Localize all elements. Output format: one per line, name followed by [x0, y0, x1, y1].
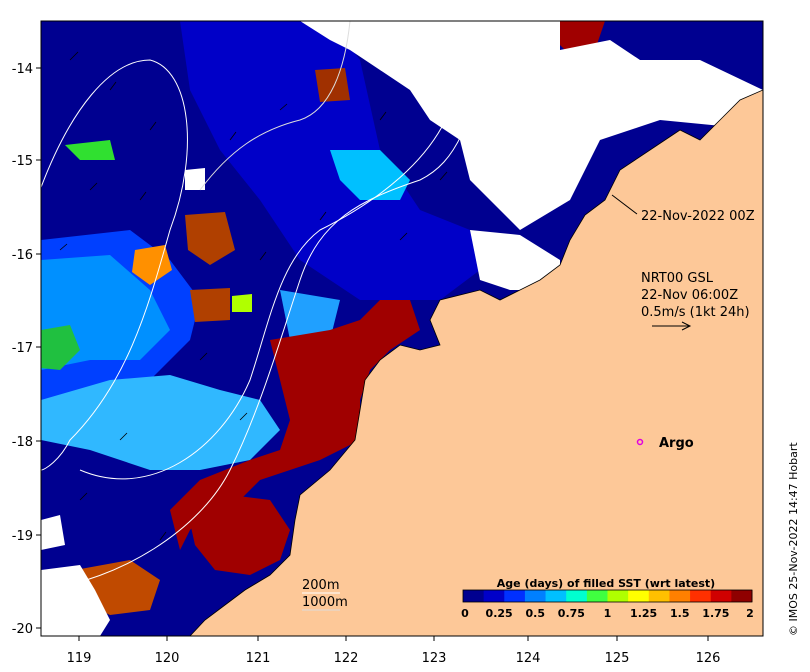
colorbar-swatch: [710, 590, 732, 602]
plot-frame: [40, 20, 764, 637]
colorbar-swatch: [648, 590, 670, 602]
colorbar-swatch: [566, 590, 588, 602]
colorbar-swatch: [586, 590, 608, 602]
colorbar-tick-label: 1.75: [702, 607, 729, 620]
colorbar-tick-label: 0.75: [558, 607, 585, 620]
sst-patch-brown-d: [315, 68, 350, 102]
colorbar-tick-label: 1.5: [670, 607, 690, 620]
colorbar-tick-label: 0.25: [486, 607, 513, 620]
colorbar-swatch: [607, 590, 629, 602]
colorbar-swatch: [628, 590, 650, 602]
y-tick-label: -16: [12, 248, 33, 263]
scale-label: 0.5m/s (1kt 24h): [641, 305, 750, 320]
no-data-island: [185, 168, 205, 190]
x-tick-label: 124: [516, 651, 541, 666]
y-tick-label: -18: [12, 435, 33, 450]
colorbar-tick-label: 1.25: [630, 607, 657, 620]
isobath-200m: [79, 109, 451, 480]
sst-patch-cyan: [330, 150, 410, 200]
sst-patch-brown-b: [190, 288, 230, 322]
colorbar-tick-label: 1: [604, 607, 612, 620]
y-tick-label: -19: [12, 529, 33, 544]
colorbar-swatch: [669, 590, 691, 602]
x-tick-label: 125: [605, 651, 630, 666]
colorbar-tick-labels: 0 0.25 0.5 0.75 1 1.25 1.5 1.75 2: [461, 607, 754, 620]
sst-patch-green: [41, 325, 80, 370]
isobath-200m-label: 200m: [302, 578, 339, 593]
land-australia: [189, 89, 763, 636]
no-data-nearshore: [470, 230, 560, 290]
colorbar-swatches: [463, 590, 753, 602]
argo-marker: [636, 438, 644, 446]
sst-patch-dark-red-2: [185, 495, 290, 575]
colorbar-tick-label: 2: [746, 607, 754, 620]
colorbar-swatch: [463, 590, 485, 602]
y-tick-label: -15: [12, 154, 33, 169]
isobath-200m-b: [199, 21, 351, 191]
x-axis: 119 120 121 122 123 124 125 126: [67, 636, 721, 666]
y-tick-label: -14: [12, 62, 33, 77]
isobath-1000m-b: [41, 21, 501, 591]
colorbar-title: Age (days) of filled SST (wrt latest): [497, 577, 715, 590]
colorbar-swatch: [524, 590, 547, 602]
colorbar-tick-label: 0.5: [526, 607, 546, 620]
colorbar-outline: [462, 589, 753, 603]
current-vectors: [59, 51, 448, 541]
credit-text: © IMOS 25-Nov-2022 14:47 Hobart: [787, 442, 800, 636]
colorbar-swatch: [504, 590, 526, 602]
colorbar-swatch: [690, 590, 712, 602]
x-tick-label: 121: [246, 651, 271, 666]
map-plot-area: [41, 21, 763, 636]
no-data-sw: [41, 565, 110, 636]
sst-patch-cyan-2: [280, 290, 340, 340]
y-tick-label: -17: [12, 341, 33, 356]
sst-patch-yellow-green: [232, 294, 252, 312]
coverage-time-label: 22-Nov-2022 00Z: [641, 209, 755, 224]
isobath-1000m-label: 1000m: [302, 595, 348, 610]
no-data-offshore-north: [300, 21, 763, 230]
y-tick-label: -20: [12, 622, 33, 637]
x-tick-label: 126: [696, 651, 721, 666]
colorbar-swatch: [545, 590, 567, 602]
coverage-pointer: [611, 194, 638, 215]
x-tick-label: 122: [334, 651, 359, 666]
x-tick-label: 123: [422, 651, 447, 666]
sst-patch-blue: [180, 21, 480, 300]
isobath-1000m: [41, 59, 188, 471]
sst-patch-orange: [132, 245, 172, 285]
y-axis: -14 -15 -16 -17 -18 -19 -20: [12, 62, 41, 637]
scale-arrow: [652, 321, 692, 331]
x-tick-label: 119: [67, 651, 92, 666]
no-data-west-1: [41, 515, 65, 550]
sst-patch-brown-a: [185, 212, 235, 265]
x-tick-label: 120: [155, 651, 180, 666]
argo-label: Argo: [659, 436, 694, 451]
sst-patch-sky-blue: [41, 375, 280, 470]
colorbar-swatch: [483, 590, 505, 602]
colorbar-swatch: [731, 590, 753, 602]
current-source-label: NRT00 GSL: [641, 271, 714, 286]
sst-patch-green-2: [65, 140, 115, 160]
current-time-label: 22-Nov 06:00Z: [641, 288, 738, 303]
colorbar-tick-label: 0: [461, 607, 469, 620]
sst-patch-dark-red: [170, 300, 420, 550]
